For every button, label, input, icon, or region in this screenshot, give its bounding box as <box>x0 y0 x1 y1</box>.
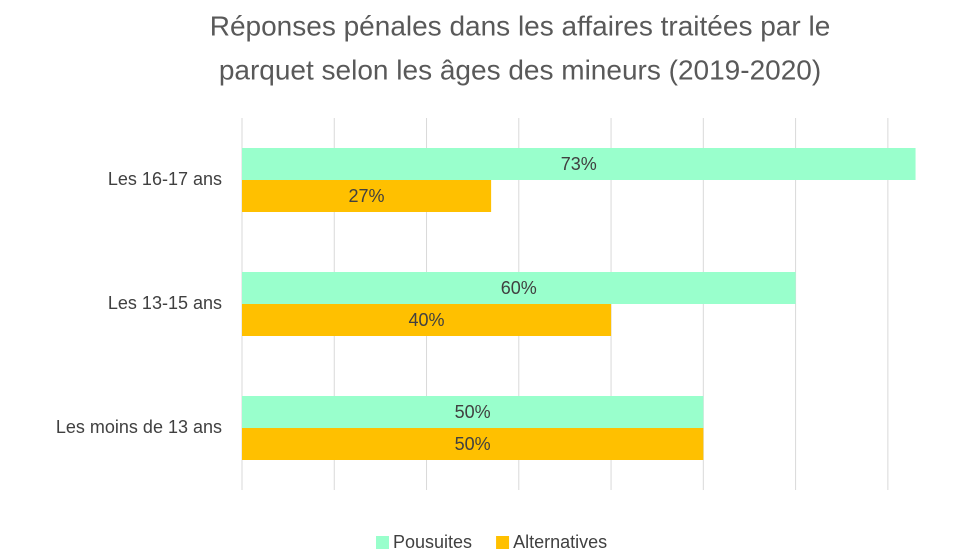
bar <box>242 148 916 180</box>
y-tick-label: Les 16-17 ans <box>108 169 222 189</box>
legend-label: Pousuites <box>393 532 472 552</box>
data-label: 40% <box>409 310 445 330</box>
legend-swatch <box>376 536 389 549</box>
data-label: 60% <box>501 278 537 298</box>
data-label: 50% <box>455 434 491 454</box>
bar <box>242 272 796 304</box>
bar <box>242 180 492 212</box>
bar <box>242 396 704 428</box>
chart-title: Réponses pénales dans les affaires trait… <box>210 10 831 41</box>
y-tick-label: Les 13-15 ans <box>108 293 222 313</box>
data-label: 27% <box>349 186 385 206</box>
bar <box>242 304 612 336</box>
bar <box>242 428 704 460</box>
data-label: 73% <box>561 154 597 174</box>
chart-title: parquet selon les âges des mineurs (2019… <box>219 54 821 85</box>
legend-label: Alternatives <box>513 532 607 552</box>
data-label: 50% <box>455 402 491 422</box>
legend-swatch <box>496 536 510 549</box>
y-tick-label: Les moins de 13 ans <box>56 417 222 437</box>
